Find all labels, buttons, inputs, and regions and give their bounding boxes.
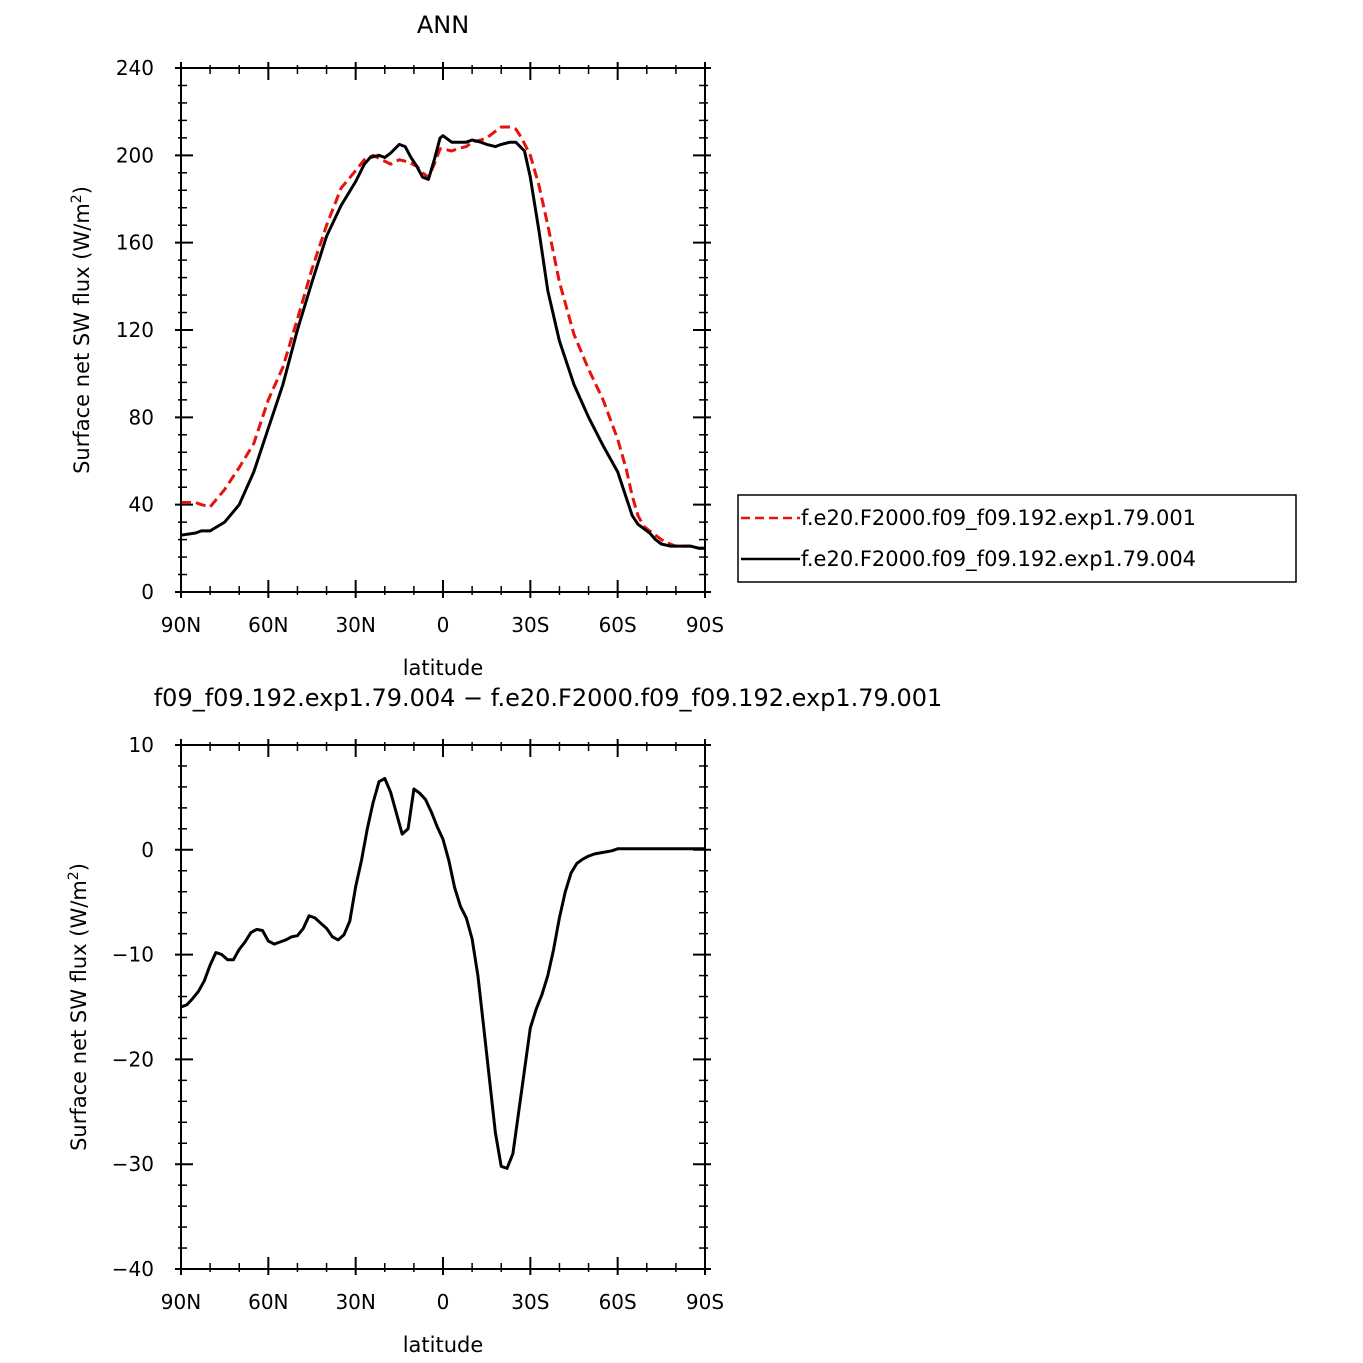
- y-tick-label: 40: [129, 493, 154, 517]
- y-tick-label: −10: [112, 943, 154, 967]
- x-tick-label: 0: [437, 613, 450, 637]
- bottom-ylabel-text: Surface net SW flux (W/m: [67, 880, 91, 1151]
- x-tick-label: 90N: [161, 1290, 201, 1314]
- legend-box: [737, 494, 1297, 583]
- x-tick-label: 60S: [599, 1290, 637, 1314]
- x-tick-label: 60S: [599, 613, 637, 637]
- x-tick-label: 90S: [686, 1290, 724, 1314]
- top-ylabel-text: Surface net SW flux (W/m: [70, 203, 94, 474]
- y-tick-label: 200: [116, 143, 154, 167]
- x-tick-label: 30S: [511, 1290, 549, 1314]
- x-tick-label: 30N: [335, 1290, 375, 1314]
- y-tick-label: 120: [116, 318, 154, 342]
- y-tick-label: −40: [112, 1257, 154, 1281]
- top-plot-ticks: [175, 62, 711, 598]
- bottom-ylabel-sup: 2: [66, 871, 82, 880]
- top-plot-labels: 90N 60N 30N 0 30S 60S 90S 0 40 80 120 160 200 240: [116, 56, 724, 637]
- top-ylabel-close: ): [70, 186, 94, 194]
- top-ylabel-sup: 2: [69, 194, 85, 203]
- y-tick-label: 0: [141, 580, 154, 604]
- top-plot-series-line-0: [181, 125, 705, 550]
- top-plot-lines: [180, 125, 705, 550]
- y-tick-label: −20: [112, 1047, 154, 1071]
- y-tick-label: 10: [129, 733, 154, 757]
- legend: f.e20.F2000.f09_f09.192.exp1.79.001 f.e2…: [737, 494, 1297, 583]
- x-tick-label: 60N: [248, 1290, 288, 1314]
- y-tick-label: 80: [129, 405, 154, 429]
- top-plot-title: ANN: [417, 11, 469, 39]
- bottom-plot-xlabel: latitude: [403, 1333, 484, 1357]
- bottom-plot-labels: 90N 60N 30N 0 30S 60S 90S −40 −30 −20 −10 0 10: [112, 733, 724, 1314]
- legend-label-001: f.e20.F2000.f09_f09.192.exp1.79.001: [801, 506, 1196, 531]
- y-tick-label: 160: [116, 231, 154, 255]
- bottom-plot-ticks: [175, 739, 711, 1275]
- top-plot-xlabel: latitude: [403, 656, 484, 680]
- bottom-plot-frame: [180, 744, 706, 1270]
- bottom-plot-lines: [180, 777, 705, 1170]
- legend-label-004: f.e20.F2000.f09_f09.192.exp1.79.004: [801, 547, 1196, 572]
- top-plot-series-line-1: [180, 134, 705, 550]
- top-plot: ANN 90N 60N 30N 0 30S 60S 90S 0 40 80 120 160 200 240…: [69, 11, 1297, 680]
- x-tick-label: 30S: [511, 613, 549, 637]
- top-plot-frame: [180, 67, 706, 593]
- x-tick-label: 30N: [335, 613, 375, 637]
- y-tick-label: 0: [141, 838, 154, 862]
- bottom-ylabel-close: ): [67, 863, 91, 871]
- y-tick-label: 240: [116, 56, 154, 80]
- x-tick-label: 90S: [686, 613, 724, 637]
- x-tick-label: 0: [437, 1290, 450, 1314]
- x-tick-label: 60N: [248, 613, 288, 637]
- bottom-plot-ylabel: Surface net SW flux (W/m2): [66, 863, 91, 1151]
- bottom-plot: f09_f09.192.exp1.79.004 − f.e20.F2000.f0…: [66, 684, 942, 1357]
- x-tick-label: 90N: [161, 613, 201, 637]
- bottom-plot-title: f09_f09.192.exp1.79.004 − f.e20.F2000.f0…: [154, 684, 943, 712]
- bottom-plot-series-line-0: [180, 777, 705, 1170]
- y-tick-label: −30: [112, 1152, 154, 1176]
- top-plot-ylabel: Surface net SW flux (W/m2): [69, 186, 94, 474]
